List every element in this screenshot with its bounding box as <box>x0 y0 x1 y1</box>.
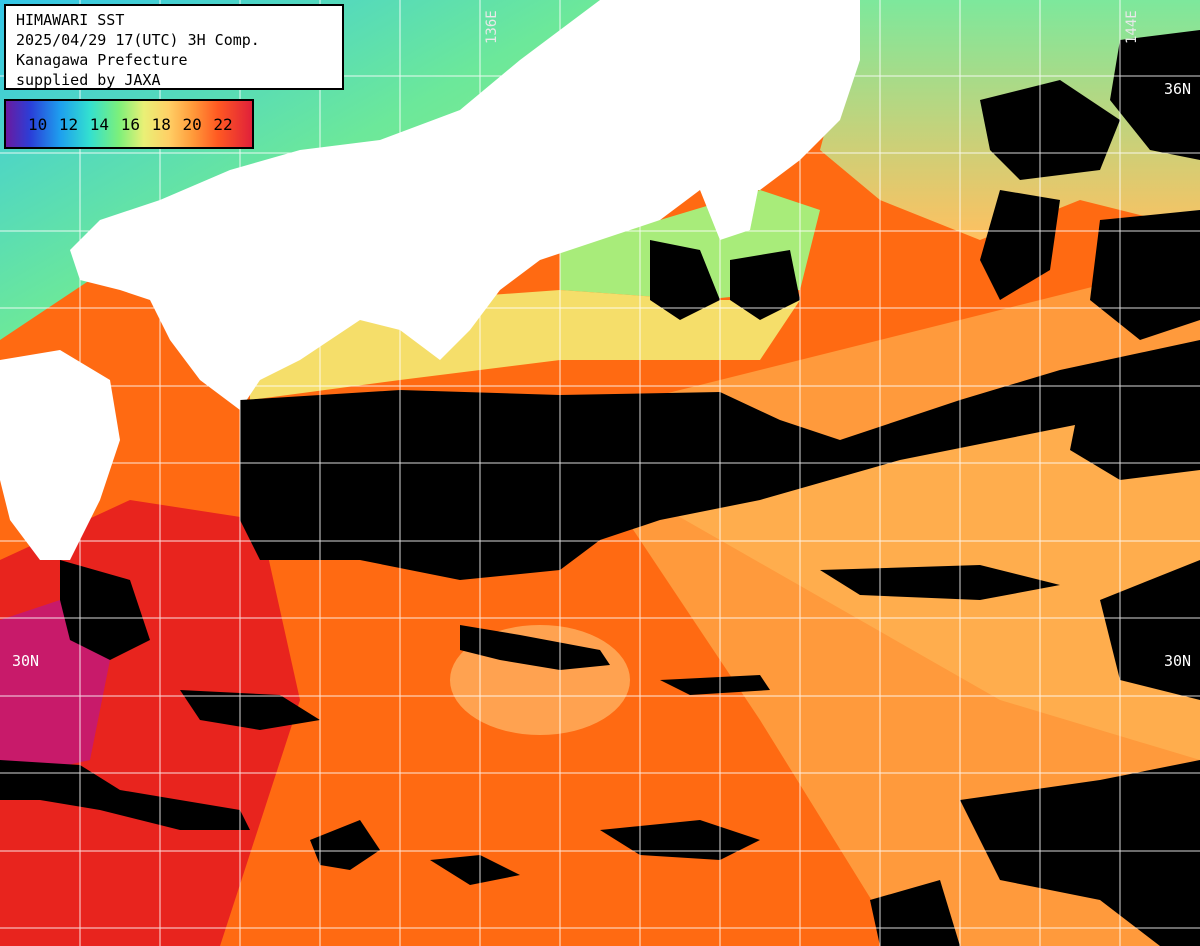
header-credit: supplied by JAXA <box>16 71 161 89</box>
lat-label-30n-right: 30N <box>1164 652 1192 670</box>
nodata-e-2 <box>1100 560 1200 700</box>
header-region: Kanagawa Prefecture <box>16 51 188 69</box>
nodata-ne-1 <box>1110 30 1200 160</box>
nodata-eddy <box>460 625 610 670</box>
land-izu <box>700 170 760 240</box>
nodata-s-7 <box>310 820 380 870</box>
nodata-s-1 <box>0 760 250 830</box>
nodata-ne-6 <box>730 250 800 320</box>
color-legend: 10 12 14 16 18 20 22 <box>4 99 254 149</box>
nodata-e-1 <box>1070 380 1200 480</box>
header-box: HIMAWARI SST 2025/04/29 17(UTC) 3H Comp.… <box>4 4 344 90</box>
lon-label-136e: 136E <box>484 10 500 44</box>
nodata-ne-5 <box>650 240 720 320</box>
lat-label-36n-right: 36N <box>1164 80 1192 98</box>
legend-labels: 10 12 14 16 18 20 22 <box>28 115 233 134</box>
nodata-s-6 <box>870 880 960 946</box>
header-title: HIMAWARI SST <box>16 11 125 29</box>
nodata-s-8 <box>60 560 150 660</box>
header-date: 2025/04/29 17(UTC) 3H Comp. <box>16 31 260 49</box>
lat-label-30n-left: 30N <box>12 652 40 670</box>
nodata-s-5 <box>960 760 1200 946</box>
land-kyushu <box>0 350 120 560</box>
nodata-s-9 <box>660 675 770 695</box>
nodata-s-2 <box>180 690 320 730</box>
nodata-s-4 <box>430 855 520 885</box>
lon-label-144e: 144E <box>1124 10 1140 44</box>
nodata-ne-2 <box>980 80 1120 180</box>
